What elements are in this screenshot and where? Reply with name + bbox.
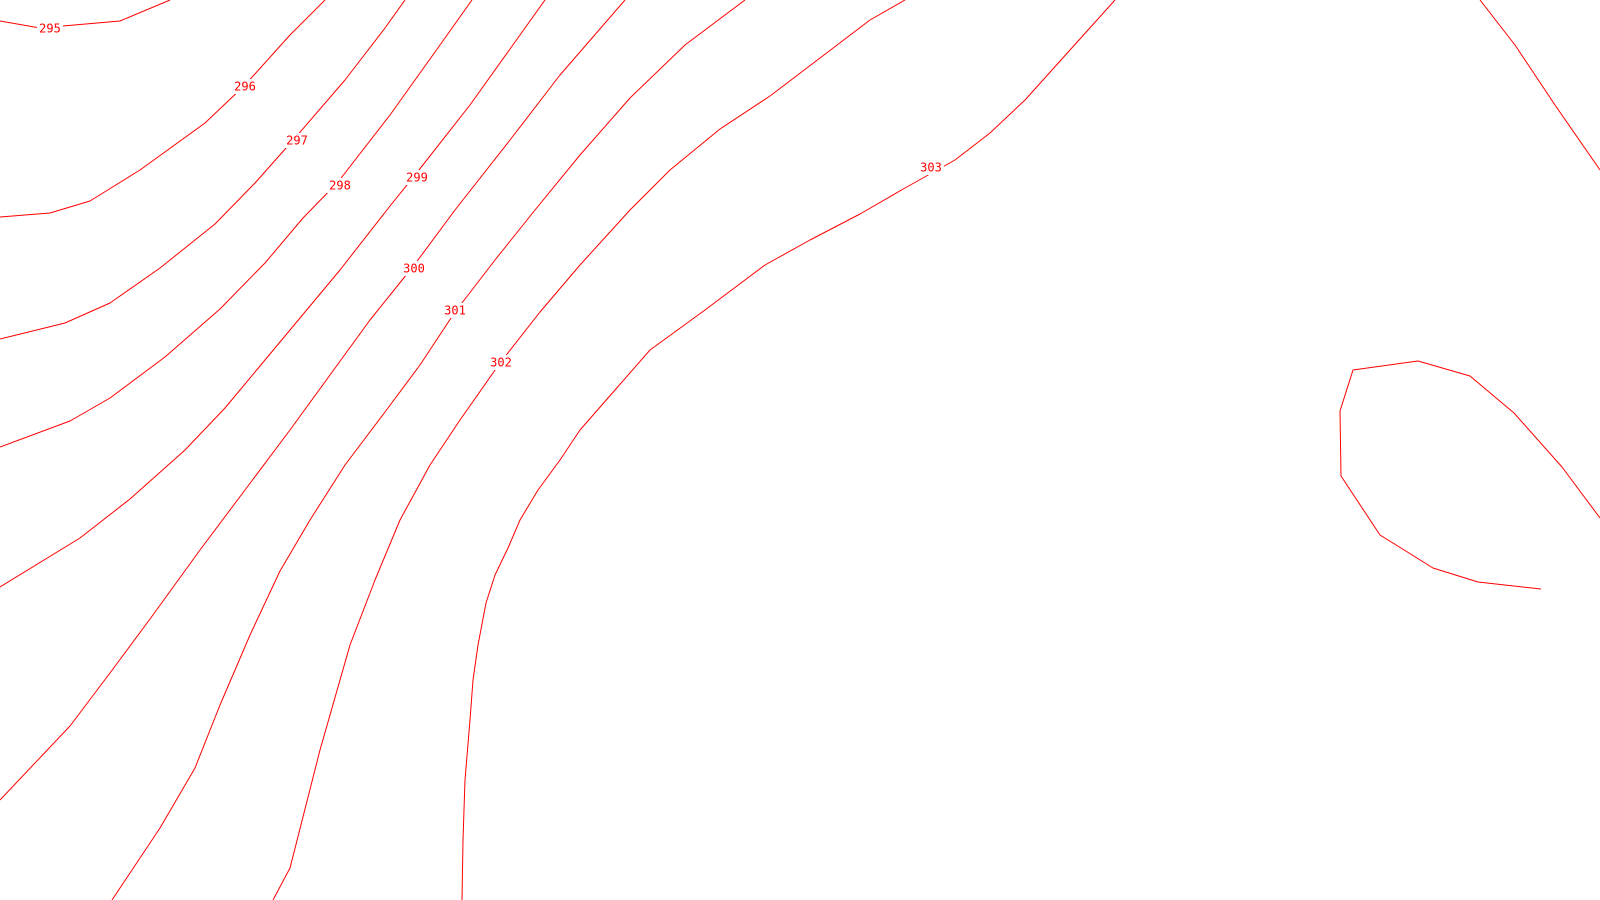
contour-label-297: 297: [286, 134, 308, 148]
contour-line-301: [111, 0, 746, 900]
contour-label-302: 302: [490, 356, 512, 370]
contour-line-303-upper-right: [1479, 0, 1600, 171]
contour-label-300: 300: [403, 262, 425, 276]
contour-label-295: 295: [39, 22, 61, 36]
contour-line-303: [461, 0, 1116, 900]
contour-label-296: 296: [234, 80, 256, 94]
contour-line-302: [272, 0, 906, 900]
contour-line-300: [0, 0, 626, 801]
contour-line-298: [0, 0, 473, 448]
contour-line-299: [0, 0, 546, 588]
contour-lobe-right: [1339, 360, 1600, 590]
contour-line-296: [0, 0, 326, 218]
contour-labels: 295 296 297 298 299 300 301 302 303: [37, 21, 944, 370]
contour-label-301: 301: [444, 304, 466, 318]
contour-line-295: [0, 0, 171, 29]
contour-label-303: 303: [920, 161, 942, 175]
contour-label-298: 298: [329, 179, 351, 193]
contour-line-297: [0, 0, 406, 340]
contour-label-299: 299: [406, 171, 428, 185]
